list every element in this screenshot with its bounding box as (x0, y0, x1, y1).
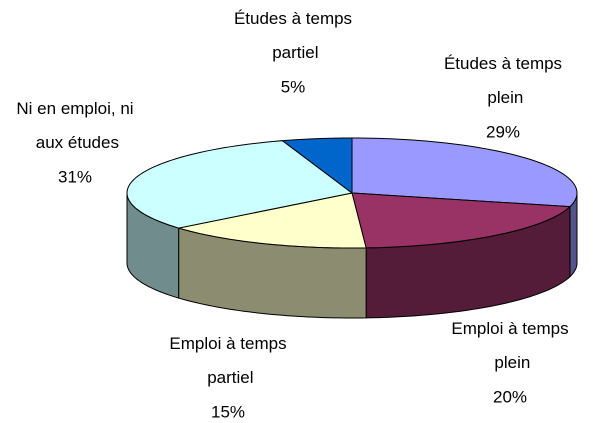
slice (126, 140, 354, 229)
label-line: Études à temps (234, 9, 352, 28)
label-line: aux études (31, 133, 119, 152)
slice (178, 192, 367, 249)
slice (351, 192, 572, 249)
value-label: 15% (211, 402, 245, 421)
label-line: partiel (267, 43, 318, 62)
label-line: Études à temps (444, 54, 562, 73)
label-line: plein (483, 88, 524, 107)
slice (281, 137, 353, 195)
label-line: Emploi à temps (451, 319, 568, 338)
slice-label: Emploi à temps partiel (169, 334, 286, 387)
slice-label: Études à temps plein (444, 54, 562, 107)
label-line: Emploi à temps (169, 334, 286, 353)
value-label: 31% (58, 167, 92, 186)
slice-label: Emploi à temps plein (451, 319, 568, 372)
label-line: partiel (202, 368, 253, 387)
label-line: Ni en emploi, ni (16, 99, 133, 118)
value-label: 29% (486, 122, 520, 141)
slice (351, 137, 578, 208)
value-label: 20% (493, 387, 527, 406)
label-line: plein (490, 353, 531, 372)
slice-label: Études à temps partiel (234, 9, 352, 62)
slice-label: Ni en emploi, ni aux études (16, 99, 133, 152)
value-label: 5% (281, 77, 306, 96)
